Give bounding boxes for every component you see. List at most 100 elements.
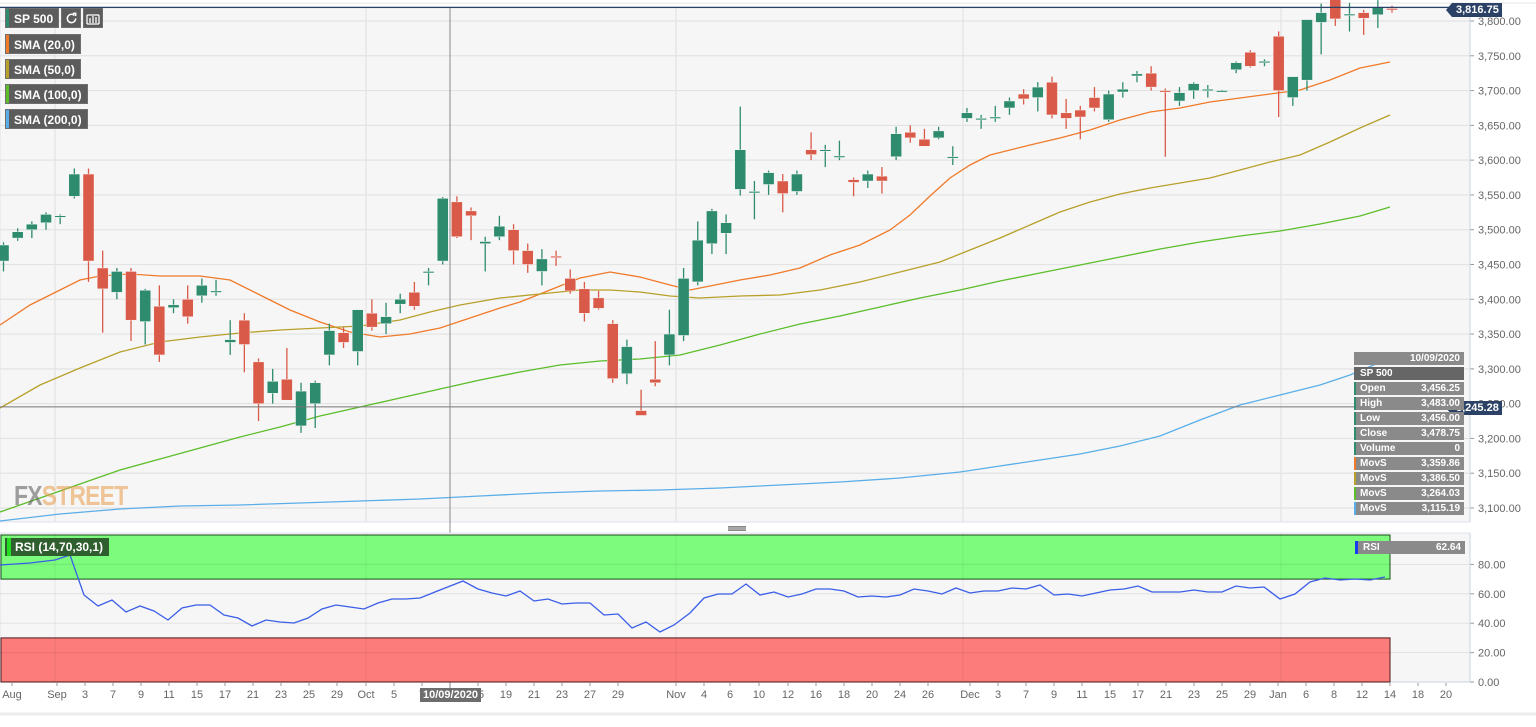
svg-text:3,450.00: 3,450.00 <box>1478 260 1521 272</box>
svg-text:80.00: 80.00 <box>1478 559 1506 571</box>
fxstreet-logo: FXSTREET <box>14 480 128 512</box>
logo-fx: FX <box>14 480 43 511</box>
svg-text:23: 23 <box>1188 689 1200 701</box>
rsi-value: 62.64 <box>1435 542 1461 553</box>
svg-text:18: 18 <box>838 689 850 701</box>
info-row-sma200: MovS 3,115.19 <box>1354 502 1464 515</box>
symbol-label[interactable]: SP 500 <box>5 8 60 28</box>
crosshair-date-flag: 10/09/2020 <box>420 688 482 702</box>
svg-text:3,550.00: 3,550.00 <box>1478 190 1521 202</box>
info-row-sma100: MovS 3,264.03 <box>1354 487 1464 500</box>
svg-text:15: 15 <box>1104 689 1116 701</box>
svg-text:29: 29 <box>612 689 624 701</box>
svg-text:21: 21 <box>1160 689 1172 701</box>
svg-text:3,700.00: 3,700.00 <box>1478 86 1521 98</box>
svg-text:20.00: 20.00 <box>1478 648 1506 660</box>
info-label: Open <box>1360 383 1386 394</box>
svg-text:27: 27 <box>584 689 596 701</box>
svg-text:40.00: 40.00 <box>1478 618 1506 630</box>
info-label: MovS <box>1360 488 1387 499</box>
svg-text:3,300.00: 3,300.00 <box>1478 364 1521 376</box>
bar-chart-icon[interactable] <box>83 8 104 28</box>
info-row-open: Open 3,456.25 <box>1354 382 1464 395</box>
info-value: 3,483.00 <box>1421 398 1460 409</box>
svg-text:7: 7 <box>1023 689 1029 701</box>
info-symbol: SP 500 <box>1354 367 1464 380</box>
info-value: 3,386.50 <box>1421 473 1460 484</box>
pane-resize-handle[interactable] <box>728 526 746 531</box>
legend-label: SMA (20,0) <box>5 34 81 54</box>
info-row-low: Low 3,456.00 <box>1354 412 1464 425</box>
svg-text:3,500.00: 3,500.00 <box>1478 225 1521 237</box>
info-value: 3,456.25 <box>1421 383 1460 394</box>
info-value: 0 <box>1454 443 1460 454</box>
info-label: MovS <box>1360 473 1387 484</box>
info-label: Volume <box>1360 443 1396 454</box>
logo-street: STREET <box>41 480 128 511</box>
svg-text:60.00: 60.00 <box>1478 589 1506 601</box>
info-value: 3,359.86 <box>1421 458 1460 469</box>
svg-text:12: 12 <box>1356 689 1368 701</box>
info-label: High <box>1360 398 1383 409</box>
svg-text:6: 6 <box>727 689 733 701</box>
svg-text:18: 18 <box>1412 689 1424 701</box>
svg-text:Jan: Jan <box>1269 689 1287 701</box>
svg-text:3,100.00: 3,100.00 <box>1478 503 1521 515</box>
svg-text:Oct: Oct <box>357 689 374 701</box>
svg-text:3: 3 <box>995 689 1001 701</box>
svg-text:9: 9 <box>138 689 144 701</box>
svg-text:29: 29 <box>331 689 343 701</box>
svg-text:5: 5 <box>391 689 397 701</box>
svg-text:10: 10 <box>753 689 765 701</box>
svg-text:Nov: Nov <box>666 689 686 701</box>
svg-text:16: 16 <box>810 689 822 701</box>
info-label: MovS <box>1360 503 1387 514</box>
svg-text:17: 17 <box>219 689 231 701</box>
svg-text:7: 7 <box>110 689 116 701</box>
info-date: 10/09/2020 <box>1354 352 1464 365</box>
info-row-volume: Volume 0 <box>1354 442 1464 455</box>
svg-text:23: 23 <box>275 689 287 701</box>
svg-text:15: 15 <box>191 689 203 701</box>
svg-text:20: 20 <box>1440 689 1452 701</box>
info-value: 3,115.19 <box>1421 503 1460 514</box>
refresh-icon[interactable] <box>61 8 82 28</box>
svg-text:11: 11 <box>163 689 174 701</box>
legend-sma-50[interactable]: SMA (50,0) <box>5 59 81 79</box>
svg-text:11: 11 <box>1076 689 1087 701</box>
svg-text:0.00: 0.00 <box>1478 677 1499 689</box>
svg-text:3,200.00: 3,200.00 <box>1478 433 1521 445</box>
info-value: 3,456.00 <box>1421 413 1460 424</box>
svg-text:Sep: Sep <box>47 689 67 701</box>
svg-text:17: 17 <box>1132 689 1144 701</box>
symbol-toolbar: SP 500 <box>5 8 104 28</box>
rsi-legend[interactable]: RSI (14,70,30,1) <box>5 538 110 556</box>
svg-text:6: 6 <box>1303 689 1309 701</box>
info-date-text: 10/09/2020 <box>1409 353 1460 364</box>
svg-text:3,150.00: 3,150.00 <box>1478 468 1521 480</box>
info-row-high: High 3,483.00 <box>1354 397 1464 410</box>
rsi-value-label: RSI <box>1363 542 1380 553</box>
legend-sma-100[interactable]: SMA (100,0) <box>5 84 88 104</box>
legend-label: SMA (200,0) <box>5 109 88 129</box>
info-label: Close <box>1360 428 1388 439</box>
svg-text:25: 25 <box>1216 689 1228 701</box>
legend-sma-20[interactable]: SMA (20,0) <box>5 34 81 54</box>
legend-sma-200[interactable]: SMA (200,0) <box>5 109 88 129</box>
svg-text:12: 12 <box>782 689 794 701</box>
svg-text:3,800.00: 3,800.00 <box>1478 16 1521 28</box>
svg-text:23: 23 <box>556 689 568 701</box>
rsi-value-box: RSI 62.64 <box>1355 541 1465 554</box>
info-value: 3,264.03 <box>1421 488 1460 499</box>
ohlc-info-panel: 10/09/2020 SP 500 Open 3,456.25 High 3,483… <box>1354 352 1464 517</box>
info-label: Low <box>1360 413 1380 424</box>
svg-text:3: 3 <box>82 689 88 701</box>
info-row-sma20: MovS 3,359.86 <box>1354 457 1464 470</box>
info-row-close: Close 3,478.75 <box>1354 427 1464 440</box>
svg-text:24: 24 <box>894 689 906 701</box>
svg-text:3,400.00: 3,400.00 <box>1478 294 1521 306</box>
svg-text:8: 8 <box>1331 689 1337 701</box>
last-price-flag: 3,816.75 <box>1446 3 1502 17</box>
